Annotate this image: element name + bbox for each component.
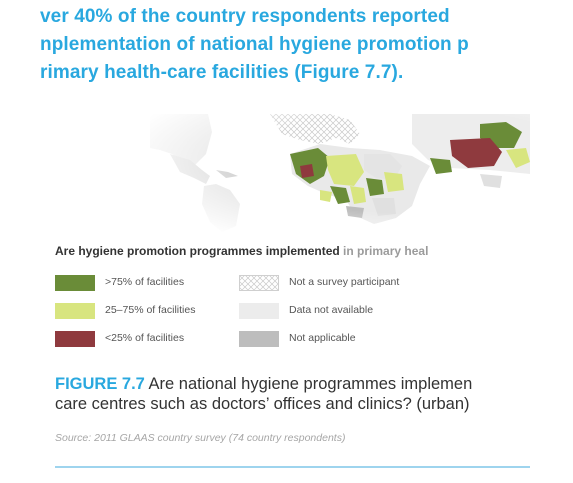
divider-line	[55, 466, 530, 468]
legend-swatch-green	[55, 275, 95, 291]
legend-swatch-light-green	[55, 303, 95, 319]
heading-line-1: ver 40% of the country respondents repor…	[40, 6, 450, 27]
legend-swatch-red	[55, 331, 95, 347]
heading-line-3: rimary health-care facilities (Figure 7.…	[40, 62, 404, 83]
legend-title-continued: in primary heal	[339, 244, 429, 258]
legend-label: Data not available	[289, 304, 374, 316]
legend-label: <25% of facilities	[105, 332, 185, 344]
figure-caption-line-1: FIGURE 7.7 Are national hygiene programm…	[55, 374, 472, 394]
legend-label: Not applicable	[289, 332, 356, 344]
legend-swatch-grey	[239, 331, 279, 347]
world-map	[150, 114, 530, 232]
figure-caption-line-2: care centres such as doctors’ offices an…	[55, 395, 470, 413]
legend-swatch-light-grey	[239, 303, 279, 319]
source-note: Source: 2011 GLAAS country survey (74 co…	[55, 432, 346, 444]
legend-swatch-hatched	[239, 275, 279, 291]
figure-label: FIGURE 7.7	[55, 375, 145, 393]
figure-caption: FIGURE 7.7 Are national hygiene programm…	[55, 374, 472, 414]
legend-title-main: Are hygiene promotion programmes impleme…	[55, 244, 340, 258]
legend-title: Are hygiene promotion programmes impleme…	[55, 244, 428, 258]
legend-label: 25–75% of facilities	[105, 304, 196, 316]
legend-label: >75% of facilities	[105, 276, 185, 288]
heading-line-2: nplementation of national hygiene promot…	[40, 34, 469, 55]
content-area: ver 40% of the country respondents repor…	[40, 6, 530, 468]
figure-caption-text-1: Are national hygiene programmes implemen	[144, 375, 473, 393]
legend-label: Not a survey participant	[289, 276, 400, 288]
